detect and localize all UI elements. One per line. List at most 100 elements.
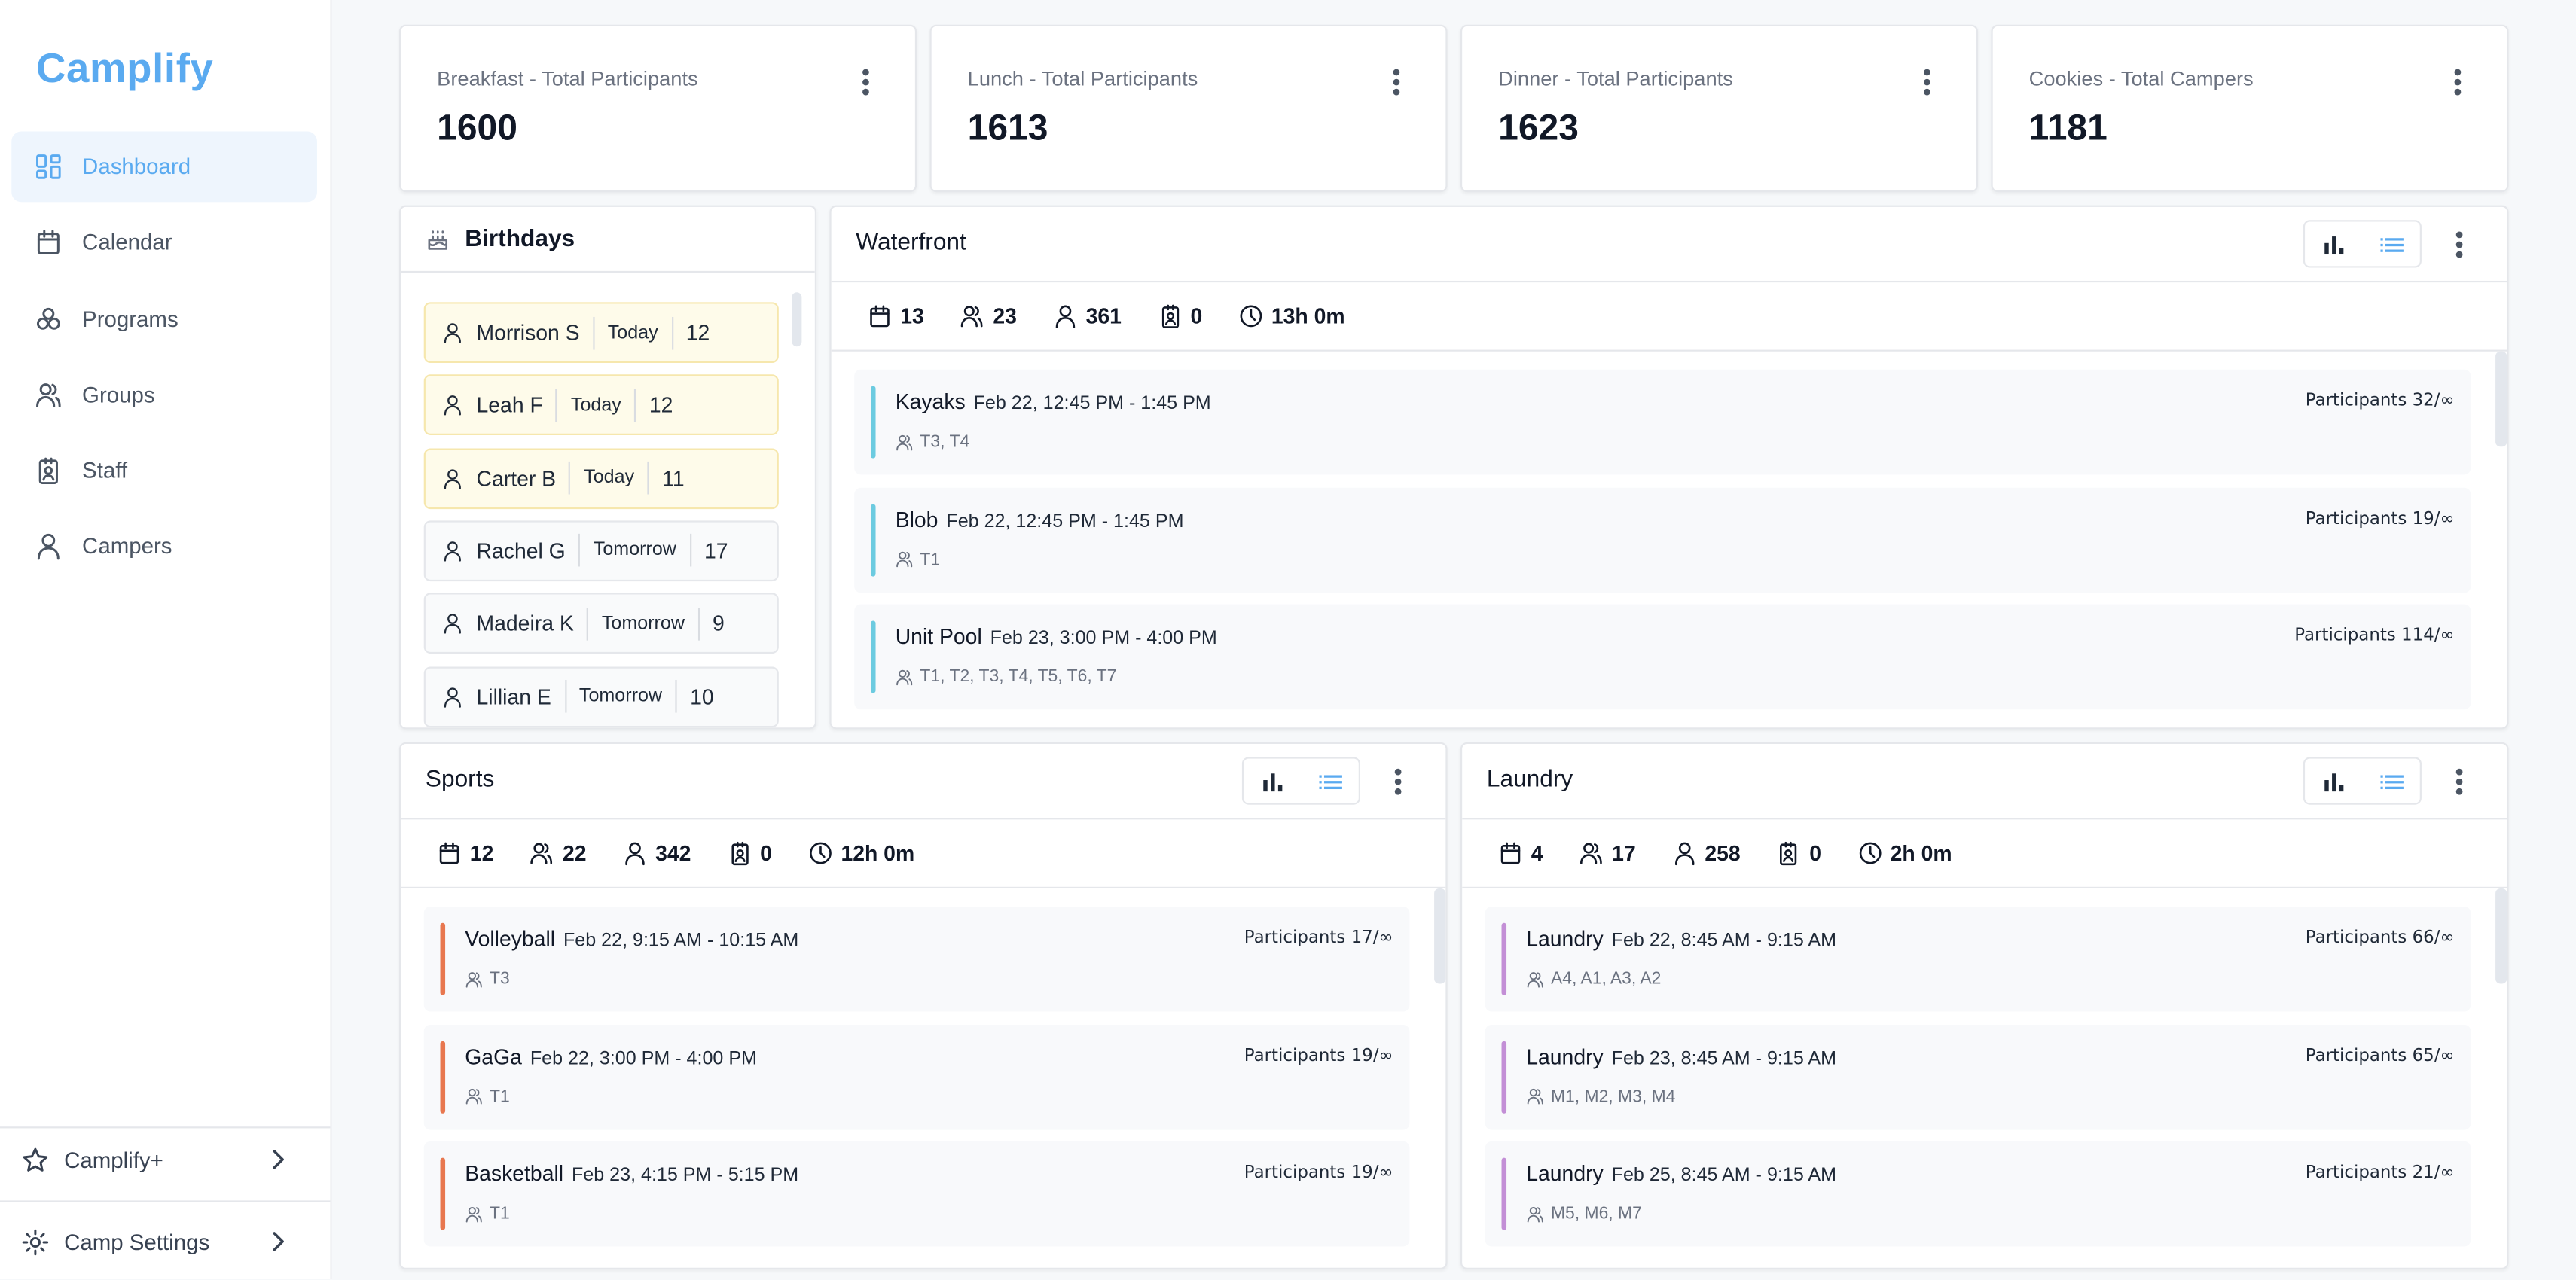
groups-icon [530, 841, 563, 866]
divider [647, 462, 649, 495]
stat-label: Lunch - Total Participants [967, 67, 1198, 90]
birthday-item[interactable]: Leah F Today 12 [423, 374, 779, 436]
list-view-button[interactable] [1301, 759, 1358, 803]
birthdays-header: Birthdays [401, 207, 815, 273]
list-icon [2379, 771, 2403, 791]
birthday-item[interactable]: Carter B Today 11 [423, 447, 779, 509]
stat-card: Lunch - Total Participants 1613 [929, 24, 1448, 193]
event-time: Feb 23, 8:45 AM - 9:15 AM [1611, 1048, 1837, 1068]
list-view-button[interactable] [2362, 221, 2419, 266]
stat-groups: 23 [960, 304, 1017, 328]
event-color-bar [1501, 1040, 1507, 1113]
event-title: Volleyball Feb 22, 9:15 AM - 10:15 AM [465, 926, 798, 951]
groups-icon [896, 433, 920, 451]
chevron-right-icon [270, 1150, 301, 1169]
stat-staff: 0 [1777, 841, 1821, 865]
event-item[interactable]: Laundry Feb 22, 8:45 AM - 9:15 AM A4, A1, … [1485, 906, 2471, 1012]
clock-icon [808, 841, 841, 866]
stat-value: 1613 [967, 106, 1048, 148]
stat-programs: 13 [868, 303, 924, 329]
more-options-button[interactable] [1915, 66, 1939, 99]
event-participants: Participants 114/∞ [2294, 625, 2455, 646]
more-options-button[interactable] [2446, 66, 2470, 99]
divider [697, 607, 700, 640]
event-item[interactable]: Volleyball Feb 22, 9:15 AM - 10:15 AM T3 Pa… [423, 906, 1410, 1012]
birthday-item[interactable]: Rachel G Tomorrow 17 [423, 520, 779, 581]
chart-view-button[interactable] [1244, 759, 1301, 803]
event-item[interactable]: Laundry Feb 25, 8:45 AM - 9:15 AM M5, M6, … [1485, 1141, 2471, 1247]
sidebar-item-groups[interactable]: Groups [11, 360, 317, 431]
groups-icon [465, 970, 490, 988]
sidebar-item-staff[interactable]: Staff [11, 435, 317, 506]
camp-settings-button[interactable]: Camp Settings [0, 1205, 330, 1278]
calendar-icon [868, 304, 901, 329]
gear-icon [21, 1227, 64, 1255]
event-title: Laundry Feb 23, 8:45 AM - 9:15 AM [1526, 1044, 1836, 1068]
event-name: Blob [895, 506, 939, 532]
birthday-item[interactable]: Madeira K Tomorrow 9 [423, 593, 779, 654]
birthday-when: Today [570, 395, 621, 416]
bar-chart-icon [2322, 771, 2346, 791]
stat-value: 12 [469, 840, 494, 866]
event-item[interactable]: Laundry Feb 23, 8:45 AM - 9:15 AM M1, M2, … [1485, 1023, 2471, 1129]
user-icon [623, 841, 656, 866]
more-options-button[interactable] [854, 66, 877, 99]
event-item[interactable]: Blob Feb 22, 12:45 PM - 1:45 PM T1 Particip… [854, 486, 2471, 593]
more-options-button[interactable] [1385, 66, 1409, 99]
divider [675, 679, 677, 713]
dashboard-icon [35, 153, 82, 181]
stat-value: 361 [1085, 303, 1122, 329]
more-options-button[interactable] [1387, 765, 1410, 798]
cake-icon [426, 227, 465, 251]
camplify-plus-button[interactable]: Camplify+ [0, 1123, 330, 1196]
stat-value: 13 [900, 303, 924, 329]
event-item[interactable]: GaGa Feb 22, 3:00 PM - 4:00 PM T1 Participa… [423, 1023, 1410, 1129]
stat-groups: 17 [1579, 841, 1636, 865]
more-options-button[interactable] [2448, 228, 2471, 261]
event-name: Volleyball [465, 926, 556, 951]
camper-name: Morrison S [476, 320, 580, 346]
event-groups: M5, M6, M7 [1526, 1204, 1642, 1224]
scrollbar[interactable] [2495, 888, 2507, 984]
scrollbar[interactable] [1434, 888, 1446, 984]
sidebar-item-dashboard[interactable]: Dashboard [11, 131, 317, 203]
logo[interactable]: Camplify [35, 46, 214, 93]
birthday-item[interactable]: Morrison S Today 12 [423, 302, 779, 364]
sidebar-item-calendar[interactable]: Calendar [11, 207, 317, 278]
list-view-button[interactable] [2362, 759, 2419, 803]
stat-value: 1600 [437, 106, 517, 148]
birthday-when: Tomorrow [593, 541, 676, 561]
user-icon [35, 532, 82, 560]
stat-label: Cookies - Total Campers [2028, 67, 2254, 90]
event-name: Unit Pool [895, 623, 982, 649]
event-name: Kayaks [895, 389, 966, 414]
group-list: T1 [489, 1203, 510, 1224]
panel-stats: 4 17 258 0 2h 0m [1462, 819, 2507, 888]
event-participants: Participants 19/∞ [1244, 1045, 1393, 1065]
stat-value: 342 [655, 840, 691, 866]
event-item[interactable]: Unit Pool Feb 23, 3:00 PM - 4:00 PM T1, T2… [854, 604, 2471, 710]
stat-campers: 342 [623, 840, 691, 866]
birthday-item[interactable]: Lillian E Tomorrow 10 [423, 666, 779, 727]
user-icon [442, 613, 477, 635]
sidebar-item-label: Staff [82, 458, 128, 483]
clock-icon [1857, 841, 1891, 866]
panel-header: Sports [401, 744, 1446, 820]
chart-view-button[interactable] [2305, 221, 2362, 266]
chart-view-button[interactable] [2305, 759, 2362, 803]
sidebar-item-campers[interactable]: Campers [11, 510, 317, 581]
event-item[interactable]: Basketball Feb 23, 4:15 PM - 5:15 PM T1 Par… [423, 1141, 1410, 1247]
event-title: Blob Feb 22, 12:45 PM - 1:45 PM [896, 507, 1184, 532]
user-icon [1672, 841, 1705, 866]
scrollbar[interactable] [792, 292, 802, 347]
groups-icon [35, 381, 82, 409]
divider [569, 462, 571, 495]
more-options-button[interactable] [2448, 765, 2471, 798]
sidebar-item-label: Camp Settings [64, 1229, 210, 1254]
scrollbar[interactable] [2495, 351, 2507, 447]
event-title: GaGa Feb 22, 3:00 PM - 4:00 PM [465, 1044, 757, 1068]
stat-value: 0 [760, 840, 772, 866]
list-icon [1318, 771, 1341, 791]
event-item[interactable]: Kayaks Feb 22, 12:45 PM - 1:45 PM T3, T4 Pa… [854, 369, 2471, 475]
sidebar-item-programs[interactable]: Programs [11, 284, 317, 355]
